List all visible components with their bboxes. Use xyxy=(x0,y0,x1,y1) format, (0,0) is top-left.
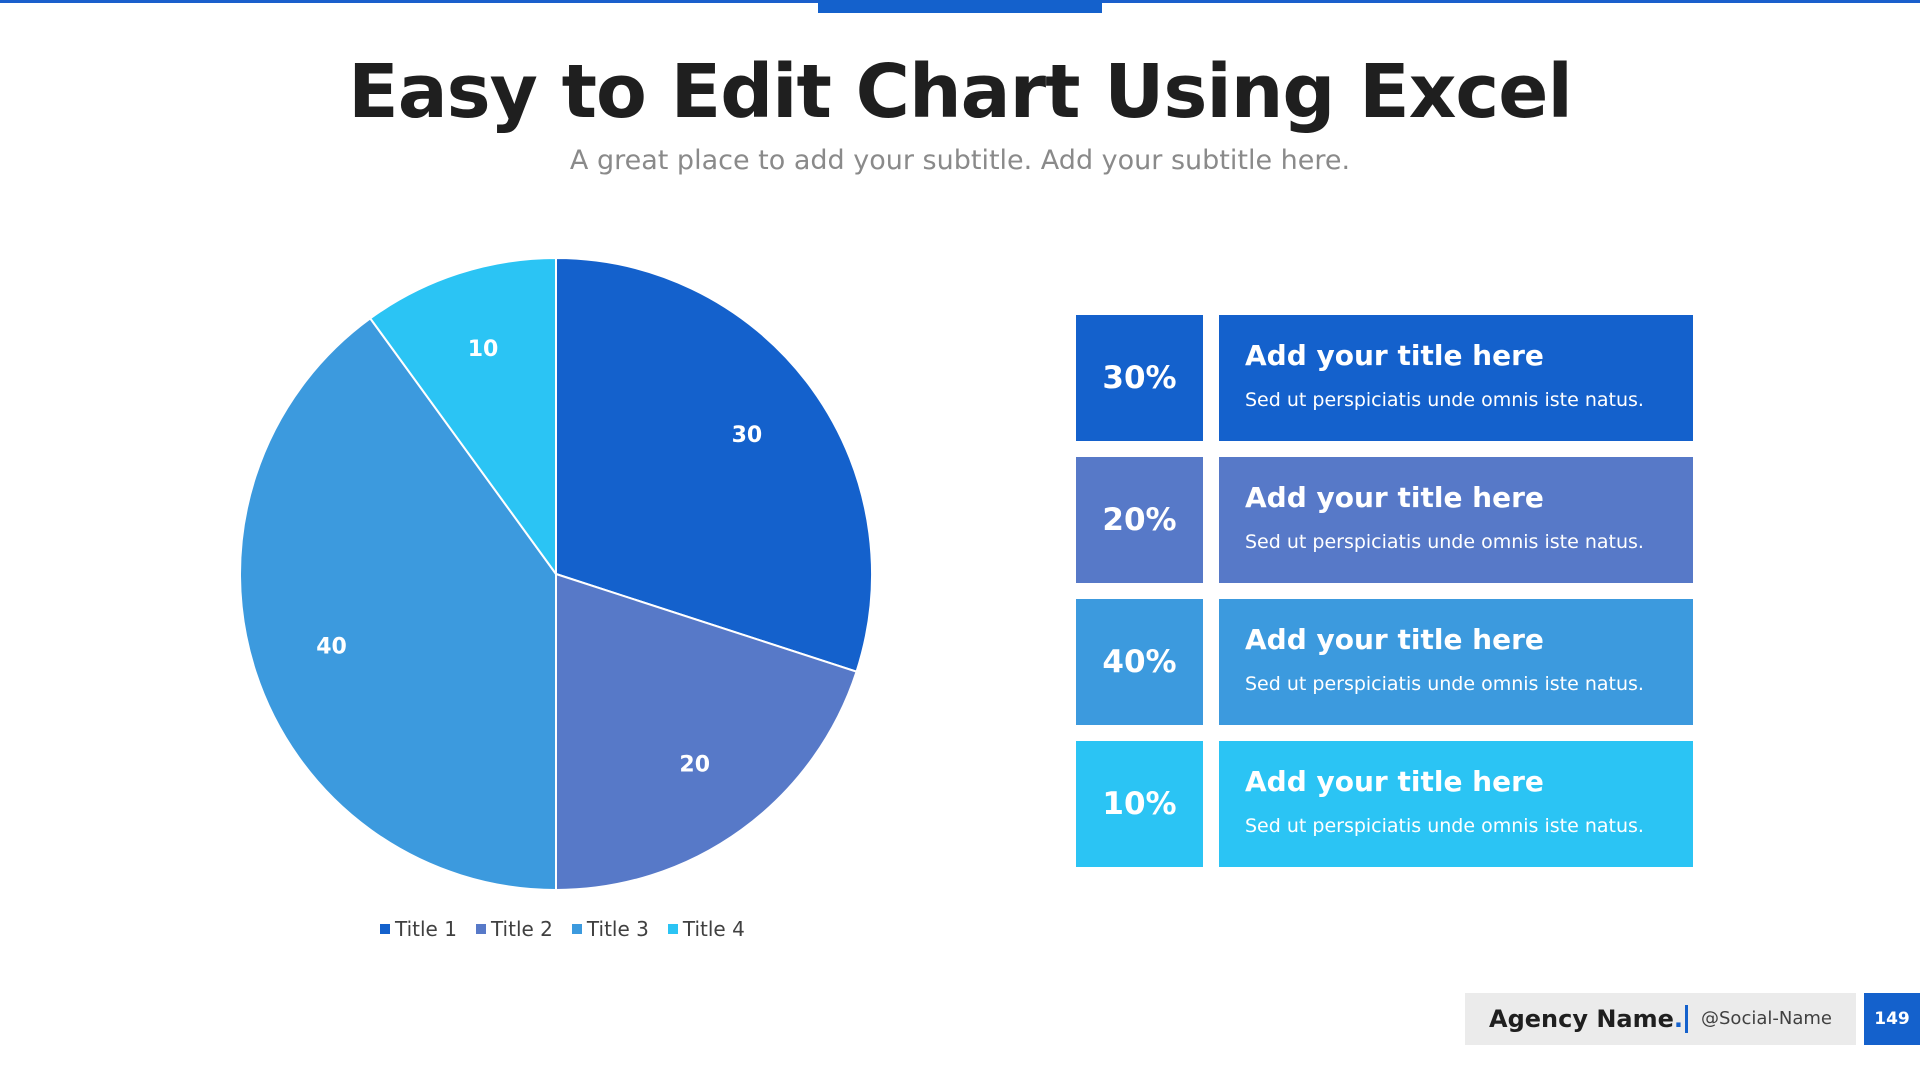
info-row-1: 30% Add your title here Sed ut perspicia… xyxy=(1076,315,1693,441)
pie-slice-2 xyxy=(555,572,858,892)
info-box-4: Add your title here Sed ut perspiciatis … xyxy=(1219,741,1693,867)
info-box-2: Add your title here Sed ut perspiciatis … xyxy=(1219,457,1693,583)
social-handle: @Social-Name xyxy=(1701,1008,1832,1029)
agency-name: Agency Name. xyxy=(1489,993,1683,1045)
pie-slice-4 xyxy=(368,256,557,578)
info-desc-1: Sed ut perspiciatis unde omnis iste natu… xyxy=(1245,389,1644,411)
pie-data-label-4: 10 xyxy=(468,337,499,362)
legend-label-4: Title 4 xyxy=(682,917,745,941)
legend-item-title-3: Title 3 xyxy=(571,917,649,941)
legend-label-2: Title 2 xyxy=(490,917,553,941)
info-box-3: Add your title here Sed ut perspiciatis … xyxy=(1219,599,1693,725)
info-row-4: 10% Add your title here Sed ut perspicia… xyxy=(1076,741,1693,867)
info-title-4: Add your title here xyxy=(1245,765,1544,798)
pie-data-label-2: 20 xyxy=(679,752,710,777)
percent-box-1: 30% xyxy=(1076,315,1203,441)
chart-legend: Title 1 Title 2 Title 3 Title 4 xyxy=(380,914,764,944)
info-box-1: Add your title here Sed ut perspiciatis … xyxy=(1219,315,1693,441)
info-row-3: 40% Add your title here Sed ut perspicia… xyxy=(1076,599,1693,725)
pie-slice-1 xyxy=(555,256,873,673)
page-number: 149 xyxy=(1864,993,1920,1045)
percent-box-3: 40% xyxy=(1076,599,1203,725)
pie-slice-3 xyxy=(239,316,557,892)
percent-box-4: 10% xyxy=(1076,741,1203,867)
page-title: Easy to Edit Chart Using Excel xyxy=(348,49,1573,135)
info-title-1: Add your title here xyxy=(1245,339,1544,372)
info-title-3: Add your title here xyxy=(1245,623,1544,656)
footer-divider xyxy=(1685,1005,1688,1033)
legend-item-title-4: Title 4 xyxy=(667,917,745,941)
pie-data-label-3: 40 xyxy=(316,634,347,659)
legend-swatch-4 xyxy=(667,924,678,934)
agency-name-text: Agency Name xyxy=(1489,1005,1674,1033)
page-subtitle: A great place to add your subtitle. Add … xyxy=(569,145,1351,176)
legend-swatch-3 xyxy=(571,924,582,934)
legend-swatch-1 xyxy=(380,924,390,934)
percent-box-2: 20% xyxy=(1076,457,1203,583)
info-row-2: 20% Add your title here Sed ut perspicia… xyxy=(1076,457,1693,583)
info-rows: 30% Add your title here Sed ut perspicia… xyxy=(1076,315,1693,883)
info-desc-3: Sed ut perspiciatis unde omnis iste natu… xyxy=(1245,673,1644,695)
top-accent-tab xyxy=(818,0,1102,13)
info-desc-4: Sed ut perspiciatis unde omnis iste natu… xyxy=(1245,815,1644,837)
info-title-2: Add your title here xyxy=(1245,481,1544,514)
pie-data-label-1: 30 xyxy=(732,423,763,448)
legend-item-title-2: Title 2 xyxy=(475,917,553,941)
legend-label-1: Title 1 xyxy=(395,917,457,941)
legend-swatch-2 xyxy=(475,924,486,934)
legend-item-title-1: Title 1 xyxy=(380,917,457,941)
legend-label-3: Title 3 xyxy=(586,917,649,941)
footer-bar: Agency Name. @Social-Name xyxy=(1465,993,1856,1045)
info-desc-2: Sed ut perspiciatis unde omnis iste natu… xyxy=(1245,531,1644,553)
agency-name-dot: . xyxy=(1673,1005,1684,1033)
